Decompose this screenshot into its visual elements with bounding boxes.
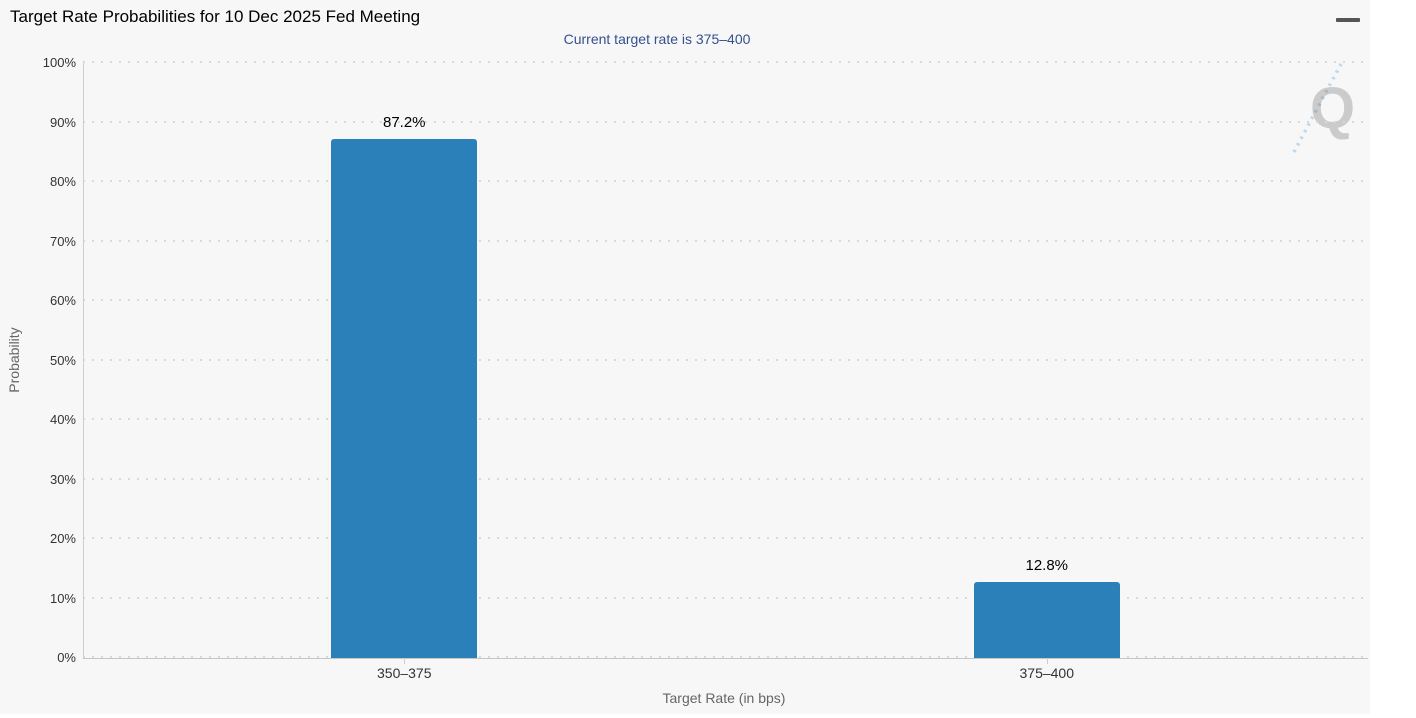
bar[interactable] bbox=[973, 581, 1120, 658]
chart-menu-button[interactable] bbox=[1332, 6, 1364, 34]
x-axis-label: 350–375 bbox=[376, 665, 432, 681]
y-axis-label: 80% bbox=[49, 174, 76, 189]
y-axis-label: 100% bbox=[42, 55, 76, 70]
y-gridline bbox=[83, 358, 1368, 361]
x-axis-line bbox=[83, 658, 1368, 659]
y-gridline bbox=[83, 477, 1368, 480]
x-axis-title: Target Rate (in bps) bbox=[662, 690, 786, 706]
y-axis-label: 70% bbox=[49, 233, 76, 249]
y-axis-label: 30% bbox=[49, 471, 76, 487]
y-gridline bbox=[83, 418, 1368, 420]
y-gridline bbox=[83, 61, 1368, 63]
y-gridline bbox=[83, 656, 1368, 658]
x-tick bbox=[404, 658, 405, 664]
y-gridline bbox=[83, 239, 1368, 242]
y-axis-label: 90% bbox=[49, 114, 76, 130]
y-axis-title: Probability bbox=[6, 327, 22, 393]
y-axis-label: 40% bbox=[49, 412, 76, 427]
y-gridline bbox=[83, 596, 1368, 599]
chart-subtitle: Current target rate is 375–400 bbox=[563, 31, 751, 47]
y-axis-label: 20% bbox=[49, 531, 76, 546]
y-axis-label: 60% bbox=[49, 293, 76, 308]
y-gridline bbox=[83, 180, 1368, 182]
y-gridline bbox=[83, 120, 1368, 123]
bar[interactable] bbox=[331, 139, 478, 658]
y-axis-label: 50% bbox=[49, 352, 76, 368]
x-axis-label: 375–400 bbox=[1019, 665, 1075, 681]
chart-canvas: Target Rate Probabilities for 10 Dec 202… bbox=[6, 6, 1368, 706]
chart-title: Target Rate Probabilities for 10 Dec 202… bbox=[10, 7, 421, 26]
y-gridline bbox=[83, 299, 1368, 301]
plot-area: 0% 10% 20% 30% 40% 50% 60% 70% 80% 90% 100% 87.2% 1… bbox=[6, 55, 1368, 706]
bar-value-label: 87.2% bbox=[382, 114, 426, 132]
y-gridline bbox=[83, 537, 1368, 539]
x-tick bbox=[1047, 658, 1048, 664]
bar-value-label: 12.8% bbox=[1025, 556, 1069, 574]
y-axis-line bbox=[83, 63, 84, 658]
y-axis-label: 10% bbox=[49, 590, 76, 606]
y-axis-label: 0% bbox=[57, 650, 76, 665]
